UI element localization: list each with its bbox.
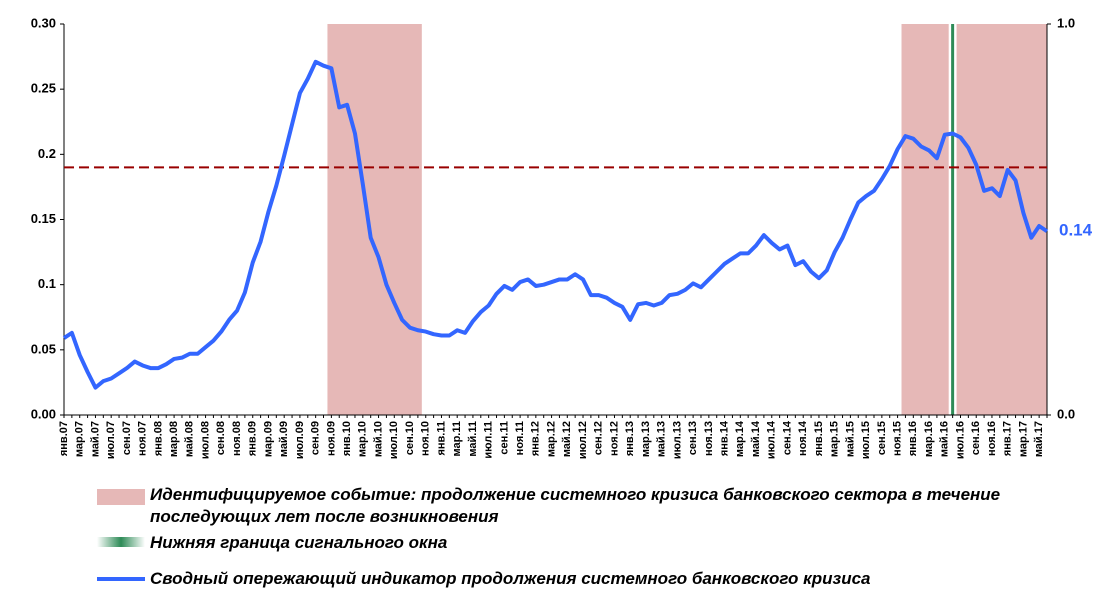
x-tick-label: ноя.11 <box>514 421 526 455</box>
x-tick-label: май.07 <box>89 421 101 457</box>
y-tick-label: 0.25 <box>31 81 56 96</box>
legend-swatch <box>97 537 145 547</box>
x-tick-label: май.16 <box>939 421 951 457</box>
y2-tick-label: 1.0 <box>1057 15 1075 30</box>
x-tick-label: мар.13 <box>640 421 652 457</box>
x-tick-label: май.15 <box>844 421 856 457</box>
x-tick-label: ноя.09 <box>325 421 337 456</box>
x-tick-label: май.12 <box>561 421 573 457</box>
x-tick-label: июл.07 <box>105 421 117 459</box>
x-tick-label: янв.07 <box>58 421 70 456</box>
chart: 0.00 0.05 0.1 0.15 0.2 0.25 0.30 0.0 1.0 янв.07 ма… <box>31 15 1093 459</box>
x-tick-label: июл.14 <box>766 420 778 459</box>
x-tick-label: ноя.15 <box>891 421 903 456</box>
x-tick-label: май.11 <box>467 421 479 457</box>
x-tick-label: янв.12 <box>530 421 542 456</box>
x-tick-label: янв.08 <box>152 421 164 456</box>
x-tick-label: сен.09 <box>310 421 322 455</box>
x-tick-label: янв.10 <box>341 421 353 456</box>
x-tick-label: ноя.14 <box>797 420 809 456</box>
legend-label: Нижняя граница сигнального окна <box>150 533 448 552</box>
x-tick-label: сен.14 <box>781 420 793 455</box>
x-tick-label: янв.17 <box>1002 421 1014 456</box>
x-tick-label: май.10 <box>372 421 384 457</box>
y-tick-label: 0.05 <box>31 341 56 356</box>
x-tick-label: мар.10 <box>357 421 369 457</box>
x-tick-label: ноя.10 <box>420 421 432 456</box>
x-tick-label: янв.15 <box>813 421 825 456</box>
x-tick-label: июл.12 <box>577 421 589 459</box>
x-tick-label: май.09 <box>278 421 290 457</box>
legend-swatch <box>97 577 145 581</box>
shaded-region <box>327 24 422 415</box>
x-tick-label: мар.07 <box>74 421 86 457</box>
x-tick-label: сен.10 <box>404 421 416 455</box>
x-tick-label: мар.16 <box>923 421 935 457</box>
x-tick-label: сен.12 <box>593 421 605 455</box>
x-tick-label: сен.15 <box>876 421 888 455</box>
x-tick-label: июл.11 <box>483 421 495 459</box>
x-tick-label: июл.16 <box>954 421 966 459</box>
x-tick-label: сен.08 <box>215 421 227 455</box>
x-tick-label: ноя.07 <box>137 421 149 456</box>
value-label: 0.14 <box>1059 221 1093 240</box>
x-tick-label: июл.10 <box>388 421 400 459</box>
x-tick-label: май.14 <box>750 420 762 457</box>
x-tick-label: мар.09 <box>262 421 274 457</box>
x-tick-label: сен.13 <box>687 421 699 455</box>
x-tick-label: мар.17 <box>1017 421 1029 457</box>
y-tick-label: 0.1 <box>38 276 56 291</box>
x-tick-label: ноя.13 <box>703 421 715 456</box>
x-tick-label: янв.14 <box>718 420 730 456</box>
line-series <box>62 59 1049 390</box>
x-tick-label: сен.11 <box>498 421 510 455</box>
x-tick-label: янв.16 <box>907 421 919 456</box>
x-tick-label: июл.15 <box>860 421 872 459</box>
x-tick-label: июл.09 <box>294 421 306 459</box>
x-tick-label: май.13 <box>656 421 668 457</box>
x-tick-label: ноя.12 <box>608 421 620 456</box>
x-tick-label: июл.08 <box>199 421 211 459</box>
y2-tick-label: 0.0 <box>1057 406 1075 421</box>
y-tick-label: 0.00 <box>31 406 56 421</box>
legend-swatch <box>97 489 145 505</box>
x-tick-label: мар.08 <box>168 421 180 457</box>
x-tick-label: мар.11 <box>451 421 463 457</box>
y-tick-label: 0.30 <box>31 15 56 30</box>
x-tick-label: мар.15 <box>829 421 841 457</box>
y-tick-label: 0.15 <box>31 211 56 226</box>
legend-label: Идентифицируемое событие: продолжение си… <box>150 485 1001 526</box>
x-tick-label: сен.16 <box>970 421 982 455</box>
x-tick-label: янв.13 <box>624 421 636 456</box>
shaded-region <box>901 24 949 415</box>
x-tick-label: мар.14 <box>734 420 746 457</box>
x-tick-label: май.08 <box>184 421 196 457</box>
x-tick-label: янв.11 <box>435 421 447 456</box>
x-tick-label: май.17 <box>1033 421 1045 457</box>
x-tick-label: ноя.08 <box>231 421 243 456</box>
shaded-region <box>956 24 1047 415</box>
y-tick-label: 0.2 <box>38 146 56 161</box>
x-tick-label: мар.12 <box>545 421 557 457</box>
legend-label: Сводный опережающий индикатор продолжени… <box>150 569 871 588</box>
x-tick-label: янв.09 <box>247 421 259 456</box>
x-tick-label: июл.13 <box>671 421 683 459</box>
x-tick-label: ноя.16 <box>986 421 998 456</box>
x-tick-label: сен.07 <box>121 421 133 455</box>
